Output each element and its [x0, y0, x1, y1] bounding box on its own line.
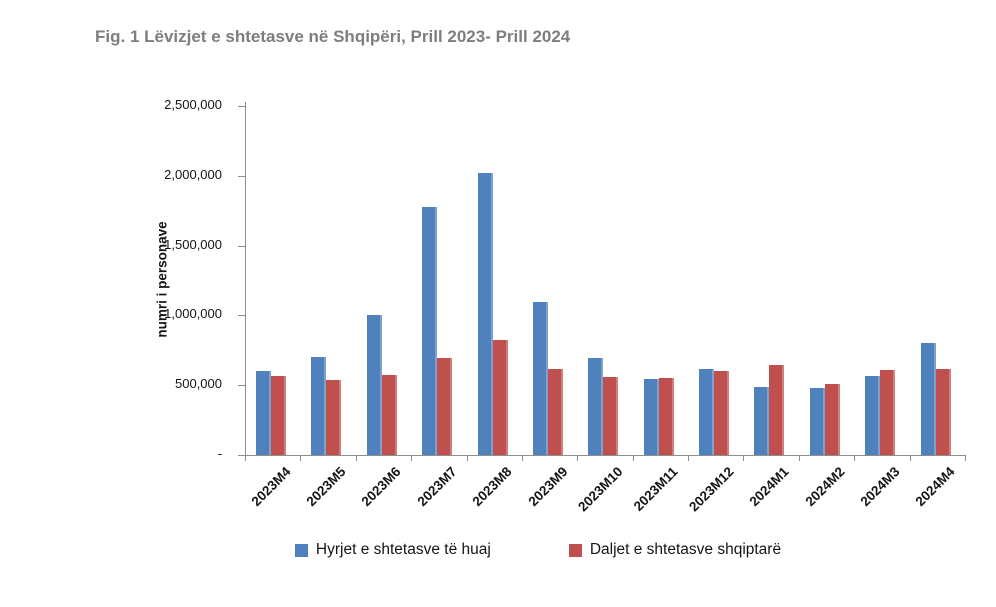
legend-label-hyrjet: Hyrjet e shtetasve të huaj [315, 541, 491, 558]
bar-hyrjet-2023M9 [533, 302, 548, 455]
x-axis-tick [854, 455, 856, 461]
bar-hyrjet-2023M4 [256, 371, 271, 455]
y-tick-label: 1,000,000 [164, 306, 222, 322]
bar-daljet-2024M3 [880, 370, 895, 455]
bar-hyrjet-2023M8 [478, 173, 493, 455]
bar-daljet-2023M7 [437, 358, 452, 455]
bar-hyrjet-2023M6 [367, 315, 382, 455]
legend-item-hyrjet: Hyrjet e shtetasve të huaj [294, 541, 491, 559]
y-tick-label: 2,000,000 [164, 166, 222, 182]
x-axis-tick [965, 455, 966, 461]
y-tick-label: - [217, 446, 222, 461]
bar-daljet-2023M10 [603, 377, 618, 455]
bar-daljet-2024M4 [936, 369, 951, 455]
legend-swatch-daljet-icon [568, 543, 582, 557]
x-axis-tick [355, 455, 357, 461]
chart-legend: Hyrjet e shtetasve të huaj Daljet e shte… [80, 541, 996, 559]
bar-daljet-2023M8 [493, 340, 508, 455]
bar-hyrjet-2023M11 [644, 379, 659, 455]
y-axis-tick [238, 245, 245, 247]
x-axis-line [245, 455, 966, 456]
bar-hyrjet-2024M3 [865, 376, 880, 455]
bar-daljet-2023M6 [382, 375, 397, 455]
y-axis-tick [238, 175, 245, 177]
y-tick-label: 2,500,000 [164, 97, 222, 112]
bar-hyrjet-2023M10 [588, 358, 603, 455]
x-axis-tick [577, 455, 579, 461]
y-tick-label: 1,500,000 [164, 236, 222, 252]
bar-hyrjet-2024M2 [810, 388, 825, 455]
x-axis-tick [411, 455, 413, 461]
bar-daljet-2023M5 [326, 380, 341, 455]
bar-daljet-2024M2 [825, 384, 840, 455]
bar-hyrjet-2023M5 [311, 357, 326, 455]
x-axis-tick [688, 455, 690, 461]
x-axis-tick [909, 455, 911, 461]
y-axis-tick [238, 315, 245, 317]
x-axis-tick [300, 455, 302, 461]
y-axis-tick [238, 455, 245, 456]
legend-item-daljet: Daljet e shtetasve shqiptarë [568, 541, 782, 559]
bar-hyrjet-2024M4 [921, 343, 936, 455]
x-axis-tick [521, 455, 523, 461]
bar-daljet-2023M9 [548, 369, 563, 455]
legend-swatch-hyrjet-icon [294, 543, 308, 557]
y-axis-tick [238, 106, 245, 107]
x-axis-tick [632, 455, 634, 461]
x-axis-tick [798, 455, 800, 461]
bar-daljet-2024M1 [769, 365, 784, 455]
bar-hyrjet-2023M7 [422, 207, 437, 455]
y-axis-line [245, 102, 246, 456]
y-axis-tick [238, 385, 245, 387]
y-axis-title: numri i personave [154, 221, 170, 338]
x-axis-tick [245, 455, 246, 461]
x-category-label: 2024M4 [912, 464, 958, 510]
bar-hyrjet-2024M1 [754, 387, 769, 455]
bar-daljet-2023M11 [659, 378, 674, 455]
x-axis-tick [743, 455, 745, 461]
chart-title: Fig. 1 Lëvizjet e shtetasve në Shqipëri,… [95, 27, 571, 46]
y-tick-label: 500,000 [175, 376, 222, 392]
bar-daljet-2023M4 [271, 376, 286, 455]
bar-daljet-2023M12 [714, 371, 729, 455]
legend-label-daljet: Daljet e shtetasve shqiptarë [589, 541, 782, 558]
bar-hyrjet-2023M12 [699, 369, 714, 455]
x-axis-tick [466, 455, 468, 461]
